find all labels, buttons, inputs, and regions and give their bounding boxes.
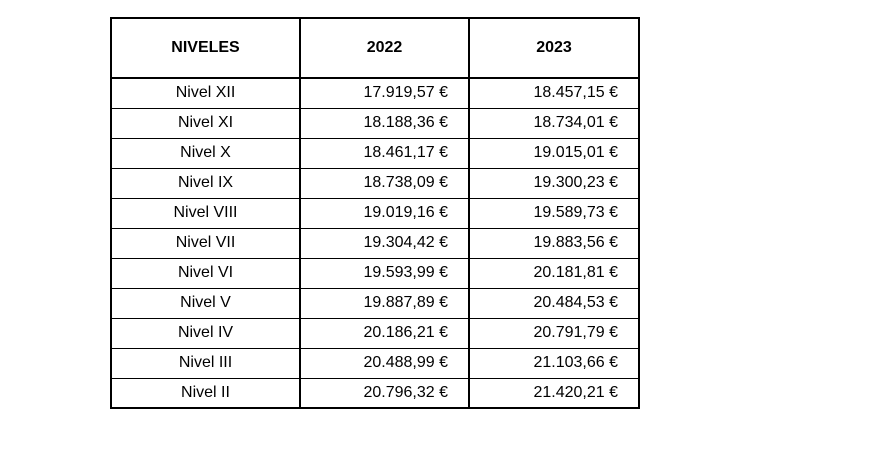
table-row: Nivel V 19.887,89 € 20.484,53 € xyxy=(110,287,640,319)
value-2022-cell: 20.488,99 € xyxy=(299,347,470,379)
value-2023-cell: 18.457,15 € xyxy=(468,77,640,109)
value-2023-cell: 21.103,66 € xyxy=(468,347,640,379)
value-2023-cell: 19.300,23 € xyxy=(468,167,640,199)
value-2023-cell: 20.484,53 € xyxy=(468,287,640,319)
table-row: Nivel VII 19.304,42 € 19.883,56 € xyxy=(110,227,640,259)
value-2023-cell: 19.589,73 € xyxy=(468,197,640,229)
value-2022-cell: 19.019,16 € xyxy=(299,197,470,229)
table-row: Nivel IV 20.186,21 € 20.791,79 € xyxy=(110,317,640,349)
value-2022-cell: 18.738,09 € xyxy=(299,167,470,199)
value-2022-cell: 20.186,21 € xyxy=(299,317,470,349)
level-cell: Nivel IV xyxy=(110,317,301,349)
value-2022-cell: 20.796,32 € xyxy=(299,377,470,409)
level-cell: Nivel VII xyxy=(110,227,301,259)
level-cell: Nivel VIII xyxy=(110,197,301,229)
level-cell: Nivel VI xyxy=(110,257,301,289)
value-2022-cell: 17.919,57 € xyxy=(299,77,470,109)
level-cell: Nivel X xyxy=(110,137,301,169)
header-2023: 2023 xyxy=(468,17,640,79)
table-row: Nivel III 20.488,99 € 21.103,66 € xyxy=(110,347,640,379)
table-row: Nivel II 20.796,32 € 21.420,21 € xyxy=(110,377,640,409)
value-2023-cell: 20.181,81 € xyxy=(468,257,640,289)
table-row: Nivel XI 18.188,36 € 18.734,01 € xyxy=(110,107,640,139)
value-2022-cell: 19.593,99 € xyxy=(299,257,470,289)
header-niveles: NIVELES xyxy=(110,17,301,79)
table-row: Nivel VI 19.593,99 € 20.181,81 € xyxy=(110,257,640,289)
value-2022-cell: 18.188,36 € xyxy=(299,107,470,139)
value-2023-cell: 19.015,01 € xyxy=(468,137,640,169)
value-2022-cell: 19.304,42 € xyxy=(299,227,470,259)
header-2022: 2022 xyxy=(299,17,470,79)
salary-levels-table: NIVELES 2022 2023 Nivel XII 17.919,57 € … xyxy=(110,17,640,409)
value-2023-cell: 20.791,79 € xyxy=(468,317,640,349)
level-cell: Nivel XII xyxy=(110,77,301,109)
value-2023-cell: 18.734,01 € xyxy=(468,107,640,139)
value-2022-cell: 18.461,17 € xyxy=(299,137,470,169)
table-row: Nivel XII 17.919,57 € 18.457,15 € xyxy=(110,77,640,109)
level-cell: Nivel II xyxy=(110,377,301,409)
level-cell: Nivel V xyxy=(110,287,301,319)
value-2023-cell: 21.420,21 € xyxy=(468,377,640,409)
value-2023-cell: 19.883,56 € xyxy=(468,227,640,259)
table-row: Nivel VIII 19.019,16 € 19.589,73 € xyxy=(110,197,640,229)
header-row: NIVELES 2022 2023 xyxy=(110,17,640,79)
table-row: Nivel X 18.461,17 € 19.015,01 € xyxy=(110,137,640,169)
level-cell: Nivel XI xyxy=(110,107,301,139)
table-row: Nivel IX 18.738,09 € 19.300,23 € xyxy=(110,167,640,199)
level-cell: Nivel IX xyxy=(110,167,301,199)
value-2022-cell: 19.887,89 € xyxy=(299,287,470,319)
level-cell: Nivel III xyxy=(110,347,301,379)
